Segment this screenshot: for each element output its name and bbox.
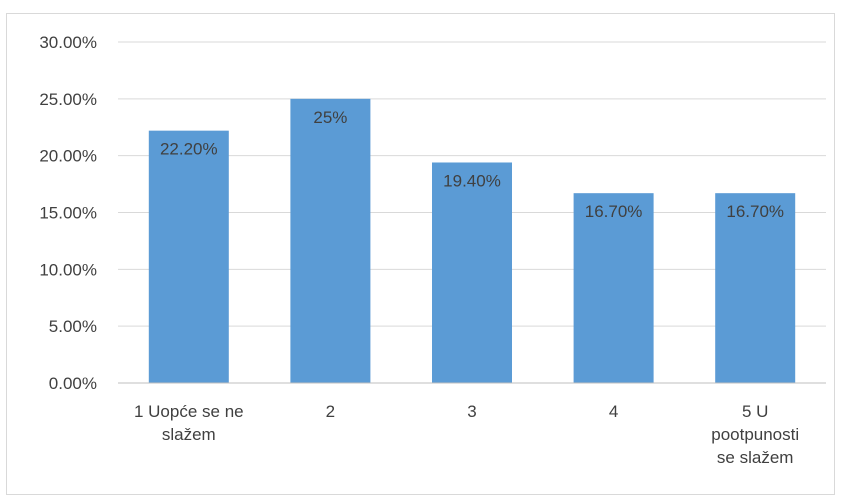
x-category-label: 5 U bbox=[742, 402, 768, 421]
bar-data-label: 22.20% bbox=[160, 140, 218, 159]
y-tick-label: 5.00% bbox=[49, 317, 97, 336]
bar-data-label: 16.70% bbox=[585, 202, 643, 221]
y-tick-label: 0.00% bbox=[49, 374, 97, 393]
x-category-label: 2 bbox=[326, 402, 335, 421]
bar bbox=[715, 193, 795, 383]
bar-data-label: 25% bbox=[313, 108, 347, 127]
bar bbox=[574, 193, 654, 383]
x-category-label: pootpunosti bbox=[711, 425, 799, 444]
y-tick-label: 25.00% bbox=[39, 90, 97, 109]
bar bbox=[290, 99, 370, 383]
x-category-label: 3 bbox=[467, 402, 476, 421]
x-category-label: 1 Uopće se ne bbox=[134, 402, 244, 421]
y-tick-label: 10.00% bbox=[39, 260, 97, 279]
x-category-label: 4 bbox=[609, 402, 618, 421]
y-tick-label: 30.00% bbox=[39, 33, 97, 52]
y-tick-label: 15.00% bbox=[39, 204, 97, 223]
bars bbox=[149, 99, 795, 383]
bar bbox=[432, 162, 512, 383]
y-tick-label: 20.00% bbox=[39, 147, 97, 166]
bar-data-label: 19.40% bbox=[443, 171, 501, 190]
x-category-label: se slažem bbox=[717, 448, 794, 467]
bar bbox=[149, 131, 229, 383]
x-category-label: slažem bbox=[162, 425, 216, 444]
bar-data-label: 16.70% bbox=[726, 202, 784, 221]
